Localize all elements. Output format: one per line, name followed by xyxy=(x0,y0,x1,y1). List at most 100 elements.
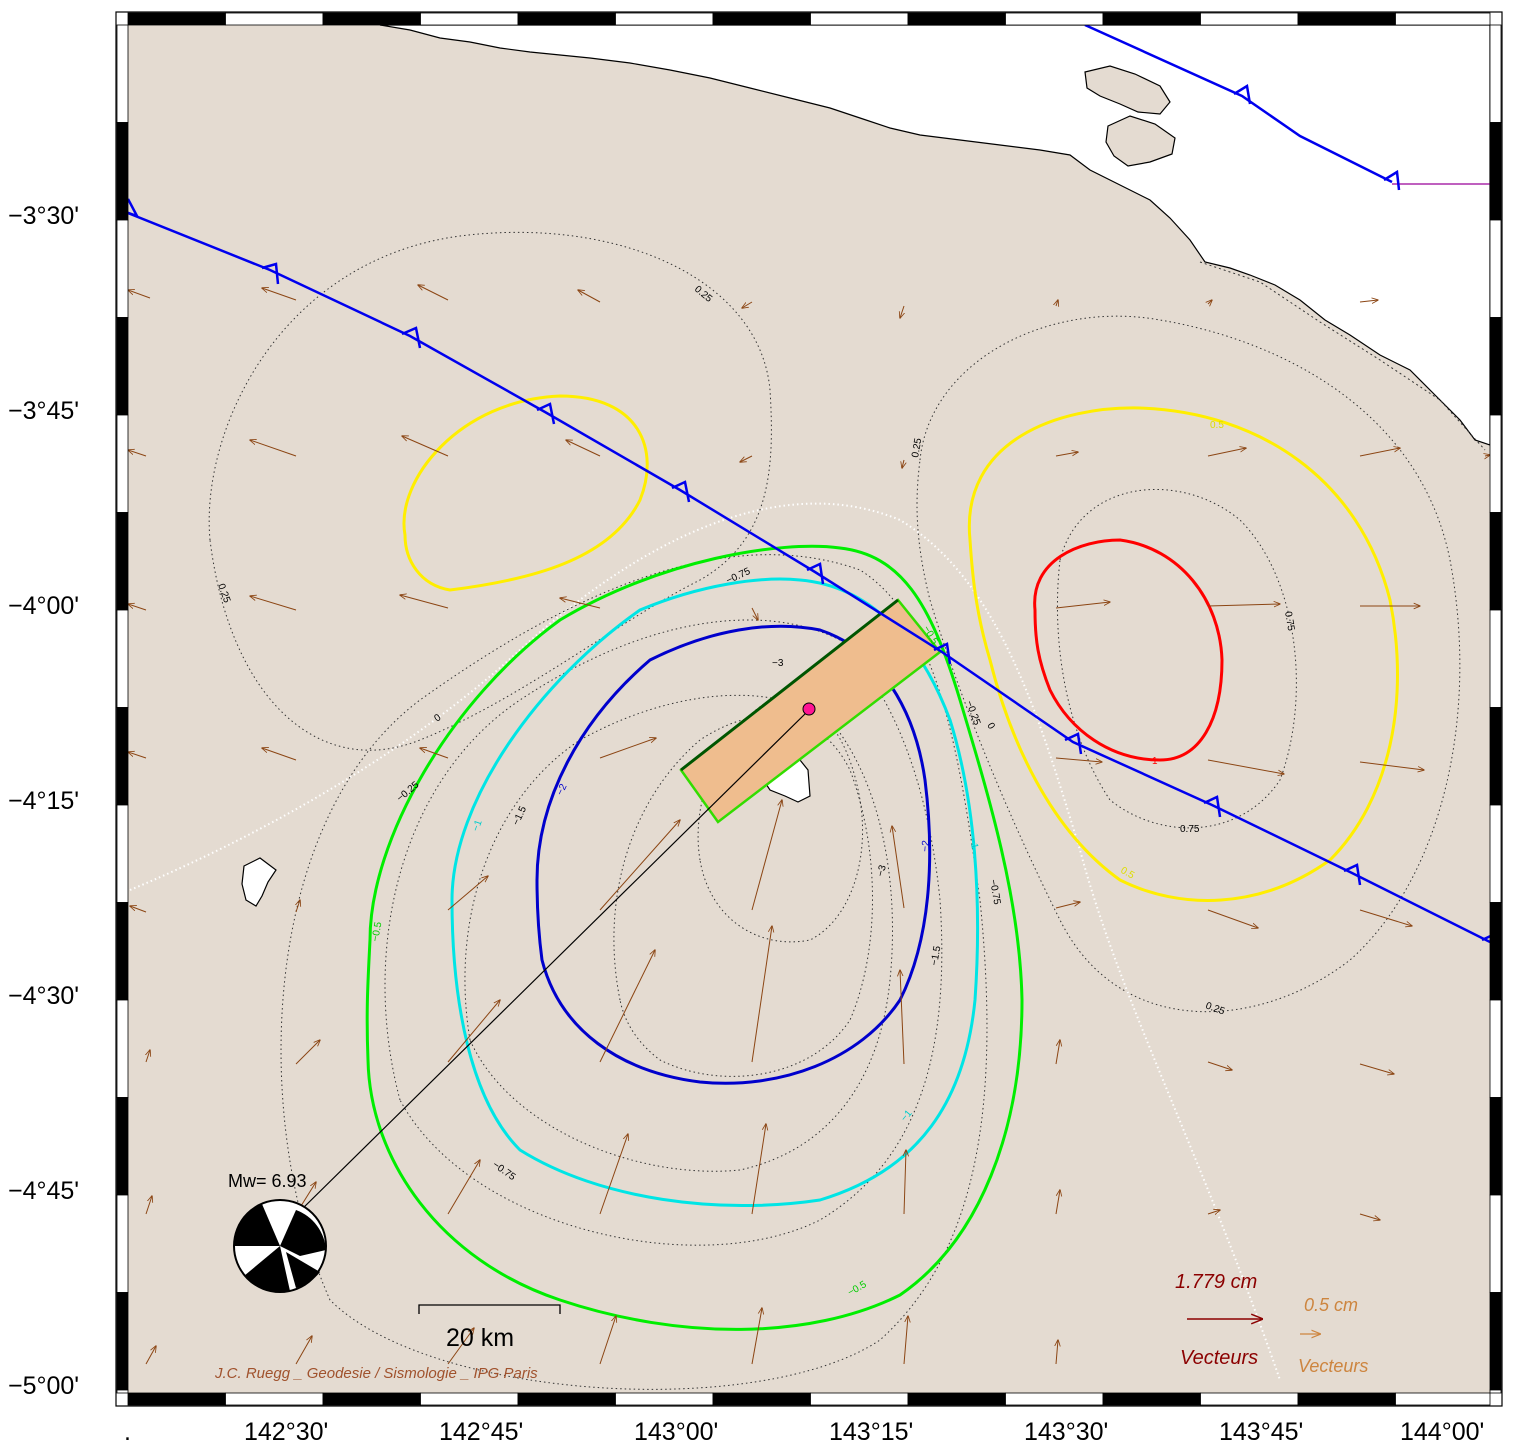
displacement-vector xyxy=(599,950,655,1063)
inland-lake-small xyxy=(241,857,277,907)
frame-tick xyxy=(225,12,324,26)
displacement-vector xyxy=(1055,602,1110,609)
frame-tick xyxy=(810,12,909,26)
contour-label: −3 xyxy=(772,658,784,669)
displacement-vector xyxy=(1055,902,1080,909)
displacement-vector xyxy=(128,752,147,759)
frame-tick xyxy=(116,902,129,1001)
frame-tick xyxy=(116,1194,129,1293)
frame-tick xyxy=(1102,12,1201,26)
contour-label: −0.75 xyxy=(987,879,1002,906)
frame-tick xyxy=(1489,1389,1502,1394)
corner-label: . xyxy=(124,1418,131,1446)
frame-tick xyxy=(1489,609,1502,708)
displacement-vector xyxy=(1359,1213,1380,1220)
vector-legend: 1.779 cm Vecteurs 0.5 cm Vecteurs xyxy=(1175,1271,1368,1376)
displacement-vector xyxy=(599,1134,628,1215)
contour-label: −2 xyxy=(920,840,932,853)
displacement-vector xyxy=(145,1196,152,1215)
displacement-vector xyxy=(1055,757,1102,762)
displacement-vector xyxy=(250,596,297,611)
frame-tick xyxy=(712,12,811,26)
frame-tick xyxy=(1005,12,1104,26)
lon-label: 143°00' xyxy=(634,1418,718,1446)
displacement-vector xyxy=(418,285,449,301)
displacement-vector xyxy=(1359,1063,1394,1074)
displacement-vector xyxy=(295,1040,320,1065)
frame-tick xyxy=(1395,1392,1491,1406)
frame-tick xyxy=(1200,1392,1299,1406)
displacement-vector xyxy=(1055,1190,1060,1215)
displacement-vector xyxy=(1485,455,1490,456)
frame-tick xyxy=(116,1292,129,1391)
frame-tick xyxy=(116,317,129,416)
frame-tick xyxy=(116,219,129,318)
displacement-vector xyxy=(1359,761,1424,770)
frame-tick xyxy=(1297,12,1396,26)
contour-cyan xyxy=(450,577,980,1208)
frame-tick xyxy=(1489,512,1502,611)
contour-yellow-east xyxy=(967,406,1399,902)
contour-label: 0.5 xyxy=(1210,420,1224,431)
frame-tick xyxy=(1489,804,1502,903)
focal-mechanism: Mw= 6.93 xyxy=(228,1171,327,1293)
legend-main-label: Vecteurs xyxy=(1180,1347,1258,1369)
displacement-vector xyxy=(130,906,147,913)
lat-label: −3°30' xyxy=(8,202,79,230)
displacement-vector xyxy=(566,440,601,457)
legend-small-label: Vecteurs xyxy=(1298,1356,1368,1376)
displacement-vector xyxy=(900,305,904,318)
frame-tick xyxy=(322,12,421,26)
contour-red xyxy=(1033,538,1224,762)
contour-label: −1 xyxy=(470,818,484,833)
displacement-vector xyxy=(1207,1061,1232,1070)
lon-label: 143°15' xyxy=(829,1418,913,1446)
frame-tick xyxy=(1489,1292,1502,1391)
displacement-vector xyxy=(599,1316,616,1365)
displacement-vector xyxy=(751,1124,766,1215)
frame-tick xyxy=(1395,12,1491,26)
displacement-vector xyxy=(904,1150,906,1215)
contour-green xyxy=(365,544,1024,1331)
displacement-vector xyxy=(447,1160,480,1215)
frame-tick xyxy=(1005,1392,1104,1406)
lat-label: −4°00' xyxy=(8,592,79,620)
frame-tick xyxy=(116,804,129,903)
frame-tick xyxy=(517,1392,616,1406)
frame-tick xyxy=(1489,1097,1502,1196)
subduction-fault-north xyxy=(1084,25,1393,184)
latitude-labels: −3°30' −3°45' −4°00' −4°15' −4°30' −4°45… xyxy=(8,202,79,1400)
displacement-vector xyxy=(902,459,904,468)
credit-text: J.C. Ruegg _ Geodesie / Sismologie _ IPG… xyxy=(214,1365,538,1382)
displacement-vector xyxy=(447,1328,474,1365)
frame-tick xyxy=(116,512,129,611)
lat-label: −4°45' xyxy=(8,1177,79,1205)
contour-label: −2 xyxy=(555,782,570,797)
displacement-vector xyxy=(1207,448,1246,457)
displacement-vector xyxy=(900,970,905,1065)
contour-label: −0.5 xyxy=(370,921,384,943)
contour-label: 1 xyxy=(1152,756,1158,767)
frame-tick xyxy=(1489,122,1502,221)
lon-label: 142°45' xyxy=(439,1418,523,1446)
frame-tick xyxy=(1489,414,1502,513)
contour-blue xyxy=(535,624,932,1085)
island-north xyxy=(1084,65,1171,115)
frame-tick xyxy=(1489,999,1502,1098)
displacement-vector xyxy=(447,1000,500,1063)
epicenter-star-icon xyxy=(802,702,816,716)
contour-label: 0.75 xyxy=(1180,824,1200,835)
displacement-vector xyxy=(1055,1040,1060,1065)
frame-tick xyxy=(420,1392,519,1406)
sea-area xyxy=(379,25,1490,446)
frame-tick xyxy=(1489,707,1502,806)
frame-tick xyxy=(116,122,129,221)
frame-tick xyxy=(1297,1392,1396,1406)
displacement-vector xyxy=(751,800,782,911)
scale-bar-label: 20 km xyxy=(446,1324,514,1352)
displacement-vector xyxy=(1207,759,1284,774)
frame-tick xyxy=(615,1392,714,1406)
frame-tick xyxy=(420,12,519,26)
frame-tick xyxy=(116,1097,129,1196)
displacement-vector xyxy=(1207,604,1280,606)
